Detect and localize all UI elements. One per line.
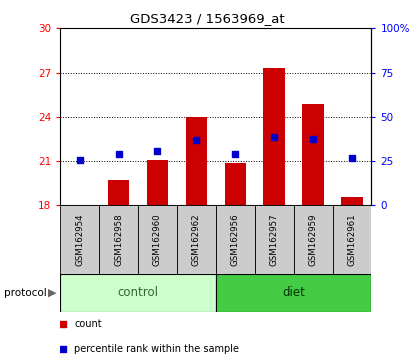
Text: GSM162957: GSM162957 (270, 213, 278, 266)
Bar (147, 160, 168, 205)
Point (115, 151, 122, 156)
Bar (99, 205, 138, 274)
Bar (225, 163, 246, 205)
Bar (186, 117, 207, 205)
Text: diet: diet (282, 286, 305, 299)
Bar (303, 104, 324, 205)
Text: GSM162954: GSM162954 (75, 213, 84, 266)
Text: control: control (117, 286, 159, 299)
Text: percentile rank within the sample: percentile rank within the sample (74, 344, 239, 354)
Point (241, 256, 247, 262)
Bar (108, 180, 129, 205)
Text: GSM162956: GSM162956 (231, 213, 240, 266)
Point (241, 30, 247, 36)
Bar (332, 205, 371, 274)
Bar (216, 205, 255, 274)
Bar (341, 197, 363, 205)
Bar (177, 205, 216, 274)
Text: GSM162959: GSM162959 (309, 213, 317, 266)
Text: GDS3423 / 1563969_at: GDS3423 / 1563969_at (130, 12, 285, 25)
Point (310, 136, 316, 142)
Text: GSM162961: GSM162961 (347, 213, 356, 266)
Text: GSM162962: GSM162962 (192, 213, 201, 266)
Point (154, 148, 161, 154)
Text: GSM162958: GSM162958 (114, 213, 123, 266)
Bar (60, 274, 216, 312)
Bar (264, 68, 285, 205)
Bar (255, 205, 294, 274)
Point (193, 138, 200, 143)
Point (271, 135, 278, 140)
Bar (216, 274, 371, 312)
Point (349, 155, 355, 161)
Point (232, 151, 239, 156)
Text: GSM162960: GSM162960 (153, 213, 162, 266)
Bar (294, 205, 332, 274)
Text: ▶: ▶ (48, 288, 56, 298)
Point (76, 157, 83, 162)
Text: count: count (74, 319, 102, 330)
Text: protocol: protocol (4, 288, 47, 298)
Bar (138, 205, 177, 274)
Bar (60, 205, 99, 274)
